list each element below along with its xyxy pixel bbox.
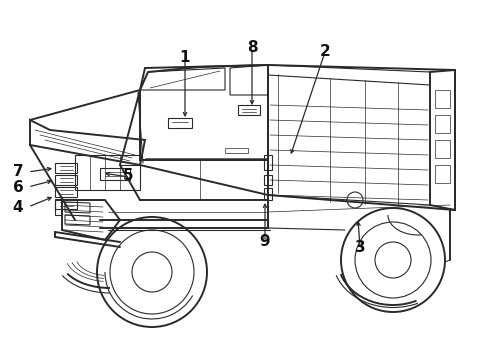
- Text: 4: 4: [13, 199, 24, 215]
- Text: 8: 8: [246, 40, 257, 55]
- Text: 3: 3: [355, 240, 366, 256]
- Text: 1: 1: [180, 50, 190, 66]
- Text: 2: 2: [319, 45, 330, 59]
- Text: 7: 7: [13, 165, 24, 180]
- Text: 5: 5: [122, 167, 133, 183]
- Text: 9: 9: [260, 234, 270, 249]
- Text: 6: 6: [13, 180, 24, 195]
